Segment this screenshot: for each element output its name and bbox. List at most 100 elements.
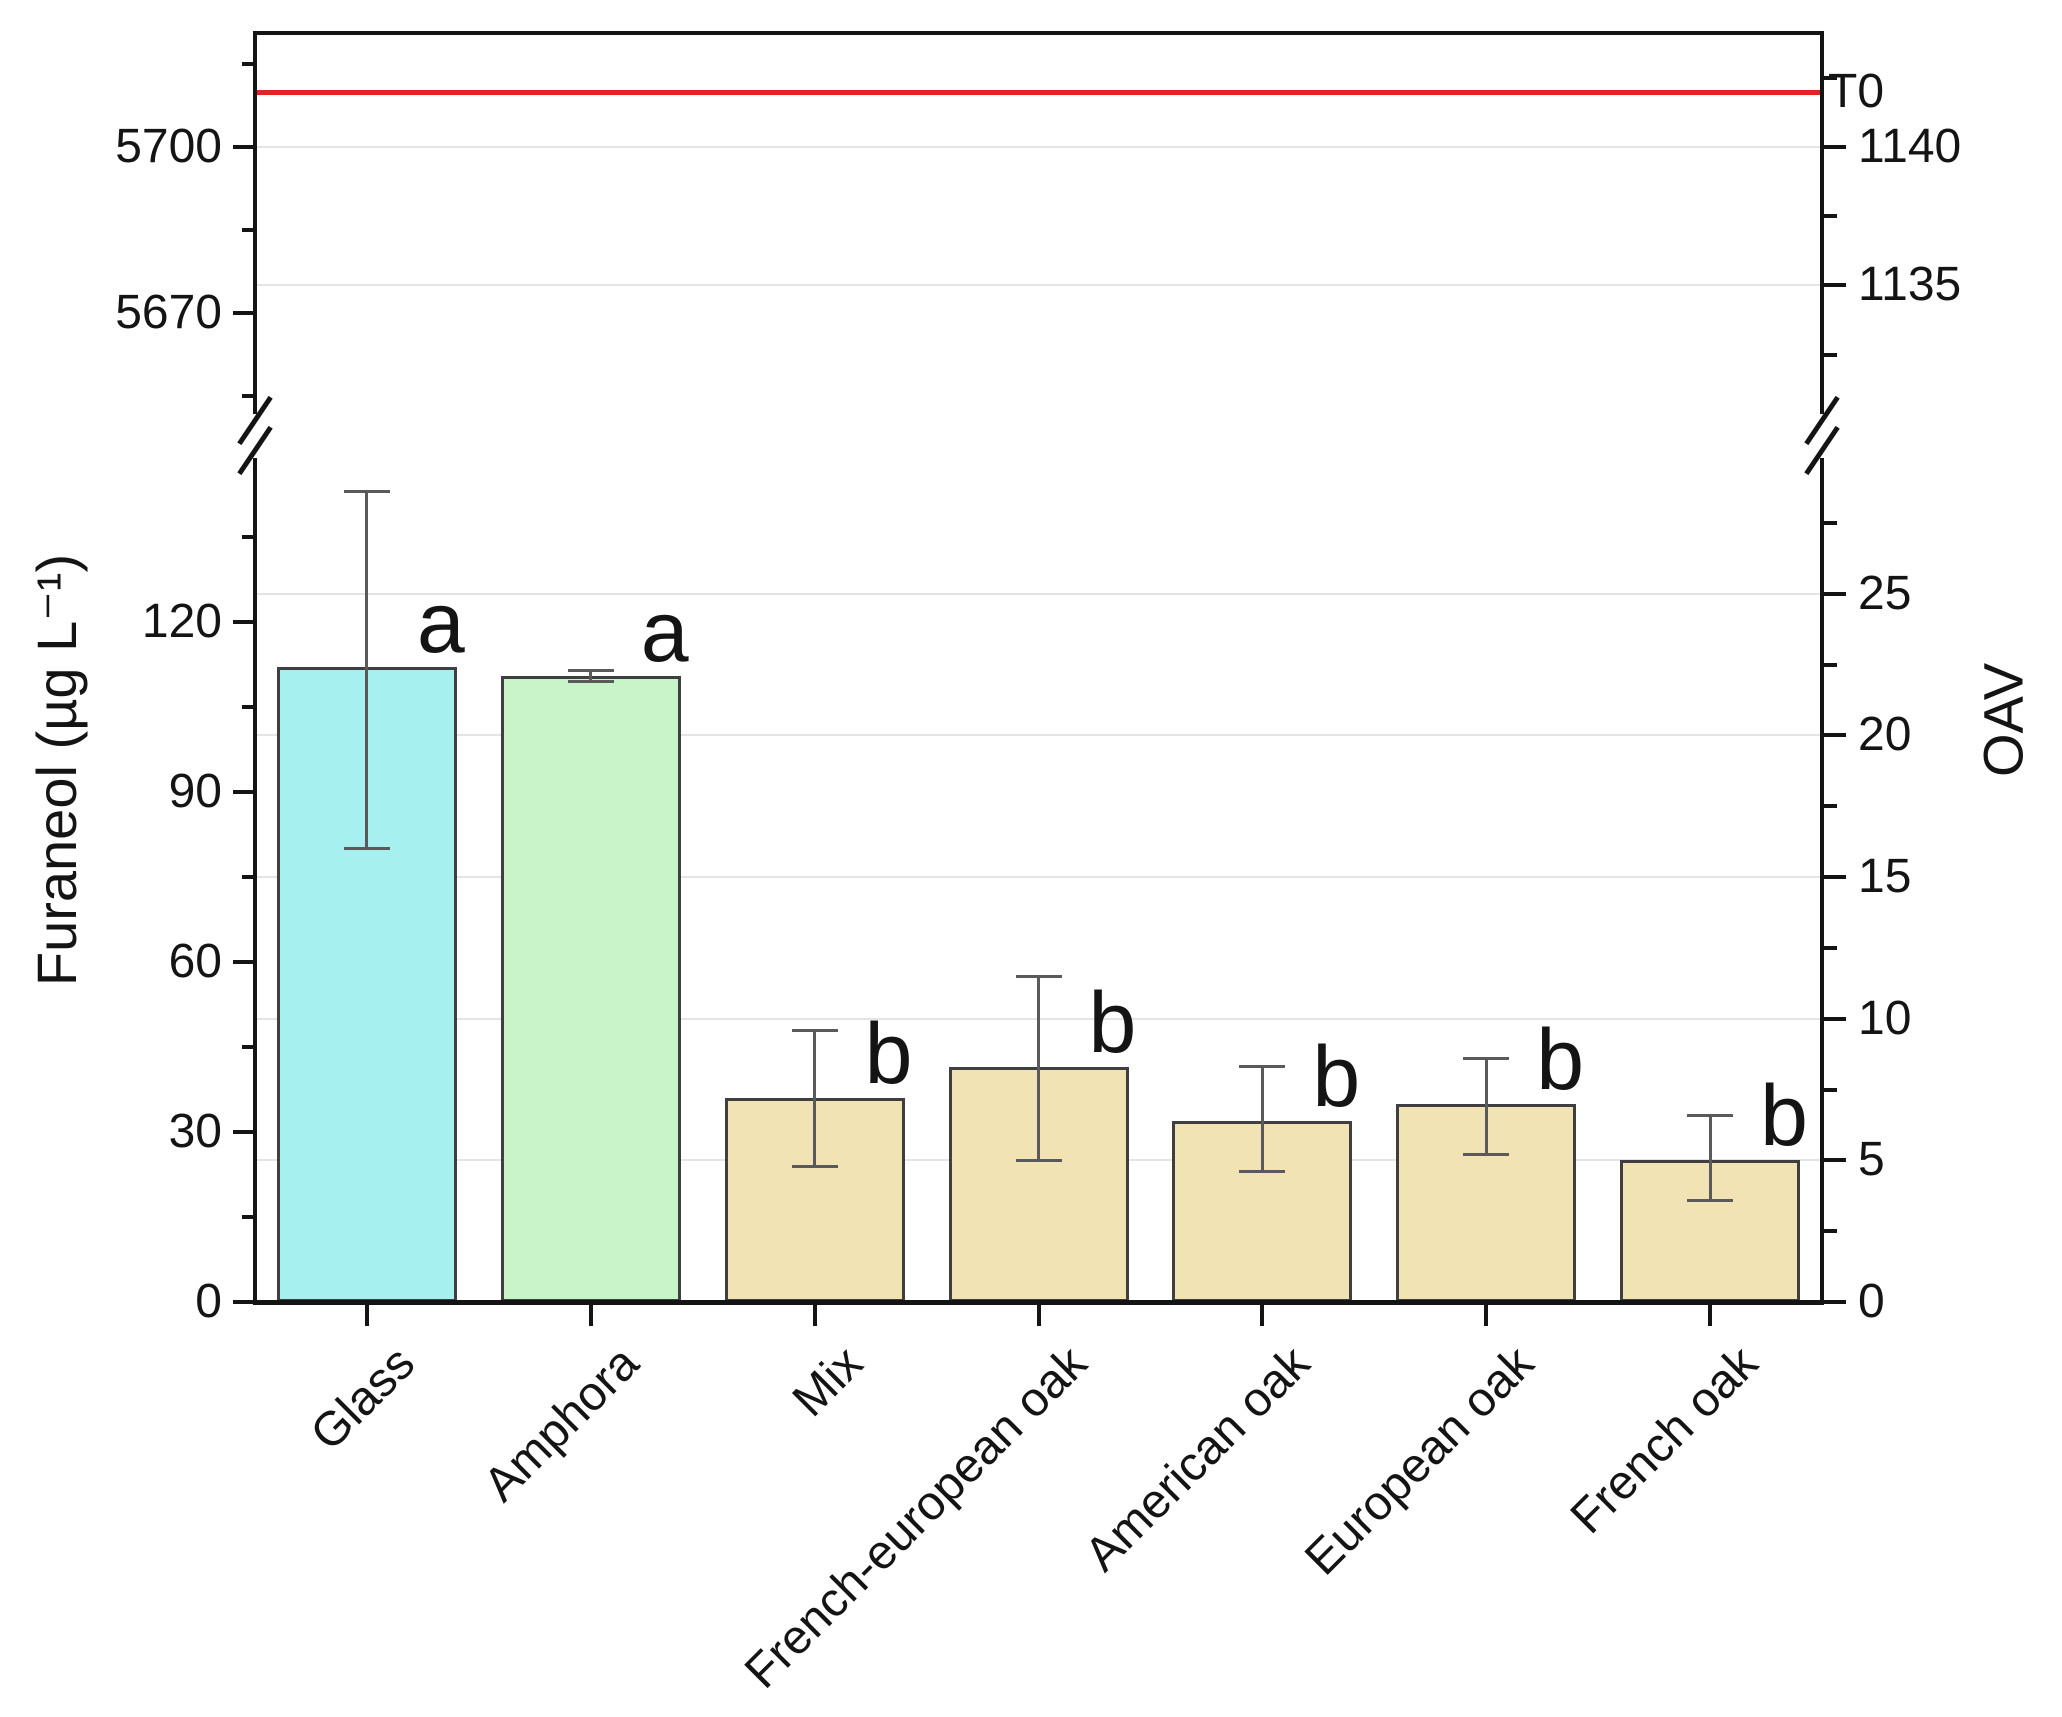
significance-letter: b [1312,1028,1361,1125]
bar [1172,1120,1353,1302]
right-major-tick [1824,591,1846,596]
right-axis-title: OAV [1971,662,2035,778]
error-bar-cap-bottom [791,1164,838,1168]
left-tick-label: 60 [168,935,222,988]
right-tick-label: 1140 [1858,120,1962,173]
x-axis-line [253,1300,1824,1305]
left-minor-tick [242,394,255,398]
right-minor-tick [1824,520,1837,525]
left-minor-tick [242,228,255,232]
right-major-tick [1824,875,1846,879]
error-bar-line [1037,976,1040,1161]
error-bar-cap-top [1015,974,1062,978]
frame-top [253,31,1824,35]
right-minor-tick [1824,1229,1837,1234]
significance-letter: b [1088,974,1137,1071]
left-minor-tick [242,1215,255,1219]
gridline [255,592,1822,595]
left-minor-tick [242,535,255,539]
x-axis-tick [364,1302,369,1326]
error-bar-cap-top [791,1028,838,1032]
gridline [255,146,1822,148]
gridline [255,734,1822,737]
gridline [255,284,1822,287]
error-bar-cap-top [1687,1113,1734,1117]
right-major-tick [1824,1016,1846,1021]
right-axis-lower [1820,458,1824,1305]
error-bar-line [365,491,369,849]
error-bar-cap-top [1239,1065,1286,1069]
error-bar-cap-bottom [1015,1158,1062,1162]
left-major-tick [233,311,255,315]
error-bar-cap-top [567,668,614,672]
error-bar-line [813,1030,817,1166]
x-axis-tick [812,1302,817,1326]
right-minor-tick [1824,75,1837,80]
right-major-tick [1824,733,1846,738]
right-minor-tick [1824,214,1837,219]
significance-letter: a [416,575,465,672]
left-major-tick [233,145,255,149]
left-major-tick [233,1300,255,1304]
t0-reference-label: T0 [1828,64,1885,118]
right-minor-tick [1824,662,1837,667]
error-bar-line [589,670,593,682]
left-axis-upper [253,31,257,414]
left-minor-tick [242,705,255,709]
right-tick-label: 15 [1858,850,1912,903]
error-bar-cap-bottom [343,847,390,851]
x-axis-tick [1708,1302,1713,1326]
left-minor-tick [242,1045,255,1049]
right-tick-label: 1135 [1858,258,1962,312]
x-axis-tick [1036,1302,1041,1326]
significance-letter: b [864,1006,913,1102]
right-major-tick [1824,145,1846,149]
left-tick-label: 30 [168,1105,222,1158]
right-major-tick [1824,1300,1846,1304]
left-tick-label: 120 [141,595,222,648]
right-tick-label: 25 [1858,566,1912,620]
left-tick-label: 5700 [115,120,222,173]
right-minor-tick [1824,945,1837,950]
left-axis-lower [253,458,257,1305]
right-axis-upper [1820,31,1824,414]
left-axis-title: Furaneol (µg L⁻¹) [25,553,88,987]
x-axis-tick [588,1302,593,1326]
gridline [255,876,1822,878]
left-minor-tick [242,62,255,66]
error-bar-cap-top [1463,1056,1510,1060]
left-major-tick [233,960,255,964]
right-tick-label: 20 [1858,708,1912,762]
significance-letter: b [1760,1068,1808,1165]
right-tick-label: 5 [1858,1133,1885,1187]
right-major-tick [1824,1158,1846,1163]
right-tick-label: 10 [1858,991,1912,1045]
left-major-tick [233,620,255,624]
left-major-tick [233,790,255,794]
left-minor-tick [242,875,255,879]
left-tick-label: 90 [168,765,222,818]
left-major-tick [233,1130,255,1134]
error-bar-cap-bottom [1239,1170,1286,1174]
bar [1620,1160,1801,1302]
t0-reference-line [255,89,1822,95]
error-bar-cap-bottom [567,680,614,683]
right-minor-tick [1824,1087,1837,1092]
error-bar-cap-bottom [1463,1153,1510,1157]
significance-letter: a [640,583,689,680]
right-tick-label: 0 [1858,1275,1885,1328]
error-bar-cap-top [343,490,390,494]
error-bar-line [1260,1066,1264,1172]
error-bar-line [1484,1058,1488,1155]
error-bar-line [1708,1115,1712,1200]
x-axis-tick [1260,1302,1265,1326]
error-bar-cap-bottom [1687,1198,1734,1202]
x-axis-tick [1484,1302,1489,1326]
right-minor-tick [1824,804,1837,809]
left-tick-label: 0 [195,1275,222,1328]
left-tick-label: 5670 [115,286,222,339]
significance-letter: b [1536,1011,1585,1108]
right-minor-tick [1824,352,1837,357]
